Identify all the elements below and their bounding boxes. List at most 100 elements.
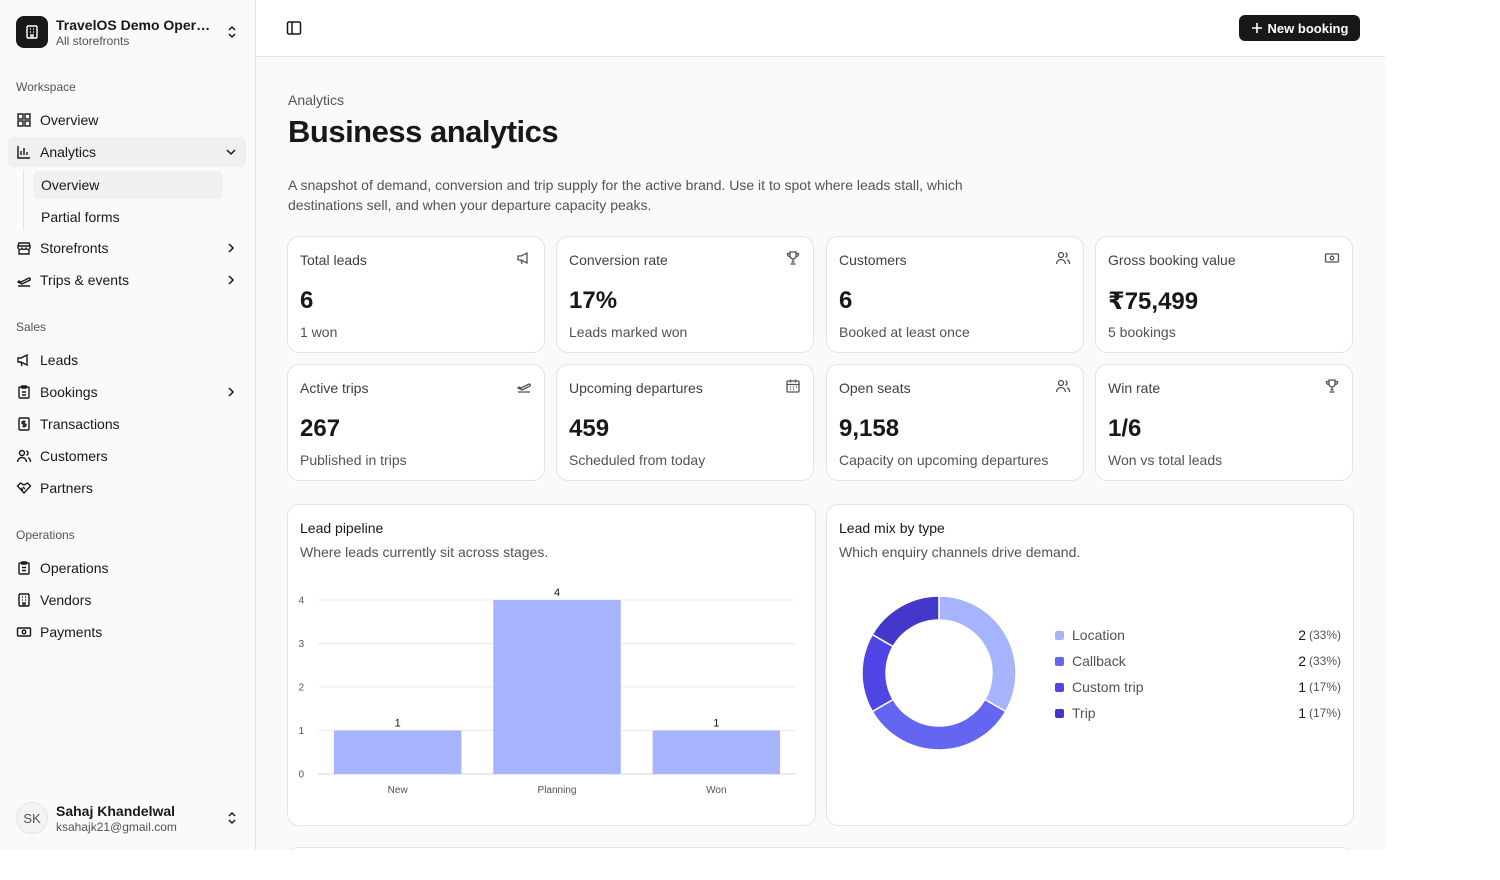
- sidebar-item-trips-events[interactable]: Trips & events: [8, 265, 246, 295]
- sidebar-item-transactions[interactable]: Transactions: [8, 409, 246, 439]
- banknote-icon: [1324, 253, 1340, 263]
- stat-label: Conversion rate: [569, 252, 668, 268]
- sidebar-item-analytics[interactable]: Analytics: [8, 137, 246, 167]
- sidebar-item-payments[interactable]: Payments: [8, 617, 246, 647]
- stat-caption: 5 bookings: [1108, 324, 1176, 340]
- stat-value: 267: [300, 415, 341, 442]
- sidebar-subitem-partial-forms[interactable]: Partial forms: [41, 209, 120, 225]
- bar-value-label: 1: [395, 718, 401, 730]
- stat-card-total-leads: Total leads 6 1 won: [287, 236, 545, 353]
- user-menu[interactable]: SK Sahaj Khandelwal ksahajk21@gmail.com: [8, 794, 248, 842]
- user-email: ksahajk21@gmail.com: [56, 819, 177, 834]
- group-label-operations: Operations: [16, 528, 75, 542]
- group-label-workspace: Workspace: [16, 80, 76, 94]
- layout-grid-icon: [17, 113, 31, 127]
- stat-label: Customers: [839, 252, 907, 268]
- lead-mix-subtitle: Which enquiry channels drive demand.: [839, 544, 1081, 560]
- brand-text: TravelOS Demo Operator All storefronts: [56, 17, 218, 48]
- lead-mix-card: Lead mix by type Which enquiry channels …: [826, 504, 1354, 826]
- brand-switcher[interactable]: TravelOS Demo Operator All storefronts: [8, 8, 248, 56]
- brand-title: TravelOS Demo Operator: [56, 16, 211, 33]
- lead-pipeline-chart: 0 1 2 3 4 1 New 4 Planning 1 Won: [298, 587, 796, 796]
- user-text: Sahaj Khandelwal ksahajk21@gmail.com: [56, 803, 218, 834]
- megaphone-icon: [17, 353, 28, 367]
- trophy-icon: [1325, 379, 1339, 393]
- building-icon: [18, 593, 30, 607]
- legend-swatch: [1055, 708, 1064, 718]
- breadcrumb: Analytics: [288, 92, 345, 108]
- legend-item: Location 2 (33%): [1055, 625, 1341, 645]
- sidebar-item-overview[interactable]: Overview: [8, 105, 246, 135]
- sidebar-item-customers[interactable]: Customers: [8, 441, 246, 471]
- stat-card-win-rate: Win rate 1/6 Won vs total leads: [1095, 364, 1353, 481]
- bar-planning: [493, 600, 621, 774]
- stat-card-upcoming-departures: Upcoming departures 459 Scheduled from tod…: [556, 364, 814, 481]
- stat-value: 459: [569, 415, 610, 442]
- sidebar-item-label: Customers: [40, 448, 108, 464]
- sidebar-item-label: Storefronts: [40, 240, 109, 256]
- legend-percent: (33%): [1308, 654, 1341, 668]
- sidebar-item-storefronts[interactable]: Storefronts: [8, 233, 246, 263]
- sidebar-item-label: Bookings: [40, 384, 98, 400]
- brand-subtitle: All storefronts: [56, 33, 130, 48]
- legend-swatch: [1055, 682, 1064, 692]
- bar-chart-icon: [17, 146, 30, 159]
- stat-card-customers: Customers 6 Booked at least once: [826, 236, 1084, 353]
- banknote-icon: [16, 627, 32, 637]
- lead-mix-donut-chart: [861, 595, 1017, 751]
- donut-slice-custom-trip: [861, 633, 895, 713]
- receipt-icon: [18, 417, 30, 431]
- new-booking-label: New booking: [1267, 20, 1349, 36]
- page-description: A snapshot of demand, conversion and tri…: [288, 177, 963, 213]
- stat-card-gross-booking-value: Gross booking value ₹75,499 5 bookings: [1095, 236, 1353, 353]
- group-label-sales: Sales: [16, 320, 47, 334]
- sidebar-item-leads[interactable]: Leads: [8, 345, 246, 375]
- stat-value: 6: [300, 287, 314, 314]
- chevron-right-icon: [228, 275, 235, 285]
- new-booking-button[interactable]: New booking: [1239, 15, 1360, 41]
- stat-card-open-seats: Open seats 9,158 Capacity on upcoming depa…: [826, 364, 1084, 481]
- avatar: SK: [16, 802, 48, 834]
- sidebar-item-operations[interactable]: Operations: [8, 553, 246, 583]
- legend-swatch: [1055, 630, 1064, 640]
- legend-percent: (33%): [1308, 628, 1341, 642]
- sidebar-item-label: Operations: [40, 560, 109, 576]
- trophy-icon: [786, 251, 800, 265]
- subnav-line: [23, 170, 24, 230]
- legend-item: Trip 1 (17%): [1055, 703, 1341, 723]
- calendar-icon: [786, 379, 800, 393]
- sidebar-item-partners[interactable]: Partners: [8, 473, 246, 503]
- sidebar-item-bookings[interactable]: Bookings: [8, 377, 246, 407]
- stat-label: Gross booking value: [1108, 252, 1236, 268]
- y-tick-label: 3: [298, 639, 304, 650]
- legend-value: 2: [1298, 653, 1306, 669]
- stat-card-active-trips: Active trips 267 Published in trips: [287, 364, 545, 481]
- stat-value: 17%: [569, 287, 618, 314]
- sidebar-item-label: Overview: [40, 112, 99, 128]
- stat-value: 1/6: [1108, 415, 1142, 442]
- users-icon: [1055, 379, 1071, 393]
- legend-item: Callback 2 (33%): [1055, 651, 1341, 671]
- handshake-icon: [16, 482, 32, 495]
- clipboard-list-icon: [18, 561, 30, 575]
- chevron-right-icon: [228, 387, 235, 397]
- sidebar-toggle-icon[interactable]: [284, 18, 304, 38]
- sidebar-item-label: Payments: [40, 624, 103, 640]
- legend-label: Callback: [1072, 653, 1126, 669]
- x-tick-label: Won: [706, 785, 726, 796]
- sidebar-item-label: Vendors: [40, 592, 92, 608]
- bar-new: [333, 730, 462, 774]
- topbar: New booking: [256, 0, 1385, 57]
- sidebar-subitem-analytics-overview[interactable]: Overview: [33, 171, 223, 199]
- legend-swatch: [1055, 656, 1064, 666]
- bar-won: [652, 730, 781, 774]
- sidebar: TravelOS Demo Operator All storefronts W…: [0, 0, 256, 850]
- legend-value: 2: [1298, 627, 1306, 643]
- y-tick-label: 1: [298, 726, 304, 737]
- donut-slice-location: [938, 595, 1017, 713]
- stat-caption: Scheduled from today: [569, 452, 706, 468]
- lead-pipeline-subtitle: Where leads currently sit across stages.: [300, 544, 549, 560]
- donut-slice-trip: [871, 595, 940, 648]
- sidebar-item-vendors[interactable]: Vendors: [8, 585, 246, 615]
- stat-label: Total leads: [300, 252, 367, 268]
